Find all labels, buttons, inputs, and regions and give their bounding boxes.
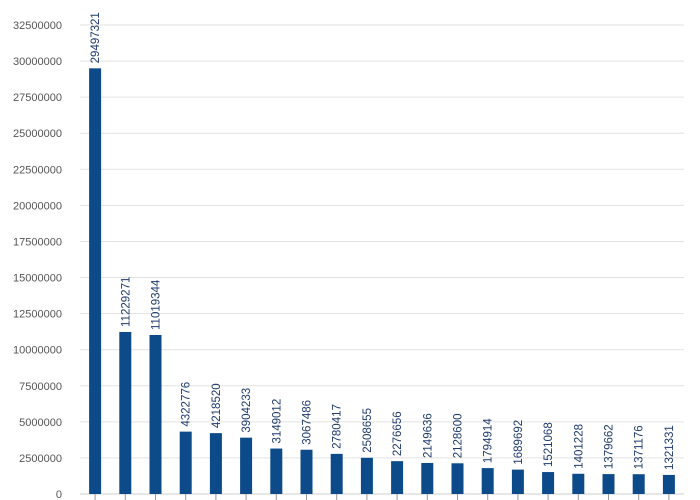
- x-axis-tick-marks: [94, 494, 670, 500]
- data-label: 1794914: [483, 418, 495, 463]
- bar: [89, 68, 102, 495]
- bar: [451, 463, 464, 494]
- y-tick-label: 2500000: [19, 453, 62, 465]
- data-label: 2780417: [332, 404, 344, 449]
- bar: [209, 433, 222, 494]
- data-label: 11019344: [151, 279, 163, 330]
- data-label: 2508655: [362, 408, 374, 453]
- data-label: 4322776: [181, 382, 193, 427]
- y-axis-tick-labels: 0 2500000 5000000 7500000 10000000 12500000 15…: [13, 20, 62, 500]
- bar: [179, 431, 192, 494]
- y-tick-label: 25000000: [13, 128, 62, 140]
- data-label: 1689692: [513, 420, 525, 465]
- bar: [330, 453, 343, 494]
- data-labels: 29497321 11229271 11019344 4322776 4218520 39…: [90, 12, 676, 470]
- y-tick-label: 22500000: [13, 164, 62, 176]
- bar: [270, 448, 283, 494]
- bar: [240, 437, 253, 494]
- y-tick-label: 27500000: [13, 92, 62, 104]
- bar: [421, 462, 434, 494]
- data-label: 1371176: [634, 425, 646, 469]
- bars: [89, 68, 675, 495]
- y-tick-label: 7500000: [19, 381, 62, 393]
- bar: [391, 461, 404, 494]
- data-label: 3149012: [271, 399, 283, 444]
- bar: [119, 331, 132, 494]
- data-label: 2128600: [453, 414, 465, 459]
- data-label: 4218520: [211, 383, 223, 428]
- y-tick-label: 15000000: [13, 273, 62, 285]
- data-label: 1521068: [543, 422, 555, 467]
- data-label: 1401228: [573, 424, 585, 469]
- data-label: 2149636: [422, 413, 434, 458]
- bar: [300, 449, 313, 494]
- bar: [662, 474, 675, 494]
- bar: [149, 334, 162, 494]
- y-tick-label: 10000000: [13, 345, 62, 357]
- data-label: 1321331: [664, 425, 676, 470]
- data-label: 29497321: [90, 12, 102, 63]
- y-tick-label: 0: [56, 489, 62, 500]
- y-tick-label: 32500000: [13, 20, 62, 32]
- y-tick-label: 5000000: [19, 417, 62, 429]
- y-tick-label: 17500000: [13, 236, 62, 248]
- bar: [542, 472, 555, 494]
- bar: [481, 468, 494, 494]
- bar: [632, 474, 645, 494]
- gridlines: [80, 24, 684, 495]
- data-label: 3904233: [241, 388, 253, 433]
- data-label: 2276656: [392, 411, 404, 456]
- data-label: 1379662: [604, 424, 616, 469]
- bar: [602, 474, 615, 494]
- bar: [511, 469, 524, 494]
- y-tick-label: 30000000: [13, 56, 62, 68]
- data-label: 11229271: [120, 277, 132, 327]
- data-label: 3067486: [302, 400, 314, 445]
- y-tick-label: 20000000: [13, 200, 62, 212]
- bar: [572, 473, 585, 494]
- y-tick-label: 12500000: [13, 309, 62, 321]
- bar: [360, 457, 373, 494]
